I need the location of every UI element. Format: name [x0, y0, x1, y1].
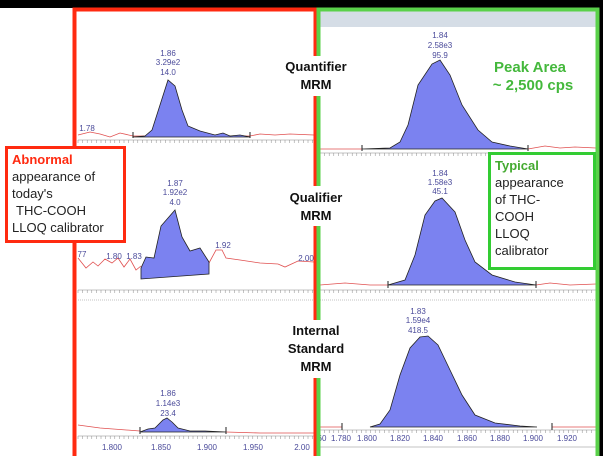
quantifier-label: Quantifier [285, 59, 346, 74]
internal-standard-label: MRM [300, 359, 331, 374]
qualifier-label: Qualifier [290, 190, 343, 205]
tick-label: 1.820 [390, 434, 411, 443]
peak-area: 4.0 [169, 198, 181, 207]
integration-markers [139, 427, 227, 434]
typical-title: Typical [495, 158, 539, 173]
internal-standard-label: Internal [293, 323, 340, 338]
rt-label: 2.00 [298, 254, 314, 263]
peak-typical-is [369, 335, 538, 428]
note-line: LLOQ [495, 226, 530, 241]
tick-label: 60 [318, 434, 327, 443]
note-line: appearance [495, 175, 564, 190]
note-line: of THC- [495, 192, 541, 207]
rt-label: 1.83 [126, 252, 142, 261]
peak-height: 1.58e3 [428, 178, 453, 187]
typical-frame [316, 7, 600, 456]
rt-label: 1.92 [215, 241, 231, 250]
peak-height: 1.92e2 [163, 188, 188, 197]
tick-marks [77, 140, 592, 439]
peak-area-note: Peak Area [494, 59, 567, 76]
peak-area: 14.0 [160, 68, 176, 77]
peak-rt: 1.83 [410, 307, 426, 316]
abnormal-title: Abnormal [12, 152, 73, 167]
tick-label: 2.00 [294, 443, 310, 452]
peak-area: 45.1 [432, 187, 448, 196]
peak-height: 3.29e2 [156, 58, 181, 67]
header-bar [320, 10, 596, 27]
peak-typical-quantifier [361, 59, 529, 150]
peak-height: 1.14e3 [156, 399, 181, 408]
note-line: COOH [495, 209, 534, 224]
peak-abnormal-is [139, 417, 227, 433]
peak-typical-qualifier [387, 197, 537, 286]
tick-label: 1.800 [102, 443, 123, 452]
typical-note: Typical appearance of THC- COOH LLOQ cal… [488, 152, 596, 270]
peak-rt: 1.86 [160, 389, 176, 398]
rt-label: 1.78 [79, 124, 95, 133]
qualifier-label: MRM [300, 208, 331, 223]
peak-abnormal-qualifier [140, 209, 210, 280]
peak-rt: 1.84 [432, 169, 448, 178]
internal-standard-label: Standard [288, 341, 344, 356]
integration-markers [341, 423, 553, 430]
tick-label: 1.780 [331, 434, 352, 443]
abnormal-note: Abnormal appearance of today's THC-COOH … [5, 146, 126, 243]
rt-label: 1.80 [106, 252, 122, 261]
peak-rt: 1.87 [167, 179, 183, 188]
peak-rt: 1.84 [432, 31, 448, 40]
note-line: appearance of [12, 169, 96, 184]
noise-trace [320, 145, 597, 150]
tick-label: 1.900 [197, 443, 218, 452]
peak-abnormal-quantifier [132, 79, 251, 138]
peak-rt: 1.86 [160, 49, 176, 58]
quantifier-label: MRM [300, 77, 331, 92]
x-axis-ticks-left: 1.800 1.850 1.900 1.950 2.00 [102, 443, 310, 452]
tick-label: 1.920 [557, 434, 578, 443]
x-axis-ticks-right: 60 1.780 1.800 1.820 1.840 1.860 1.880 1… [318, 434, 578, 443]
noise-trace [319, 282, 597, 286]
note-line: calibrator [495, 243, 549, 258]
tick-label: 1.800 [357, 434, 378, 443]
integration-markers [361, 145, 529, 151]
rt-label: 77 [78, 250, 87, 259]
noise-trace [77, 424, 314, 434]
tick-label: 1.950 [243, 443, 264, 452]
note-line: THC-COOH [16, 203, 87, 218]
tick-label: 1.840 [423, 434, 444, 443]
tick-label: 1.880 [490, 434, 511, 443]
noise-trace [77, 249, 315, 271]
peak-area: 95.9 [432, 51, 448, 60]
tick-label: 1.850 [151, 443, 172, 452]
note-line: today's [12, 186, 53, 201]
integration-markers [387, 281, 537, 288]
note-line: LLOQ calibrator [12, 220, 104, 235]
tick-label: 1.860 [457, 434, 478, 443]
peak-area: 23.4 [160, 409, 176, 418]
peak-area-value: ~ 2,500 cps [493, 77, 573, 94]
peak-height: 1.59e4 [406, 316, 431, 325]
integration-markers [132, 132, 251, 138]
tick-label: 1.900 [523, 434, 544, 443]
peak-height: 2.58e3 [428, 41, 453, 50]
peak-area: 418.5 [408, 326, 429, 335]
